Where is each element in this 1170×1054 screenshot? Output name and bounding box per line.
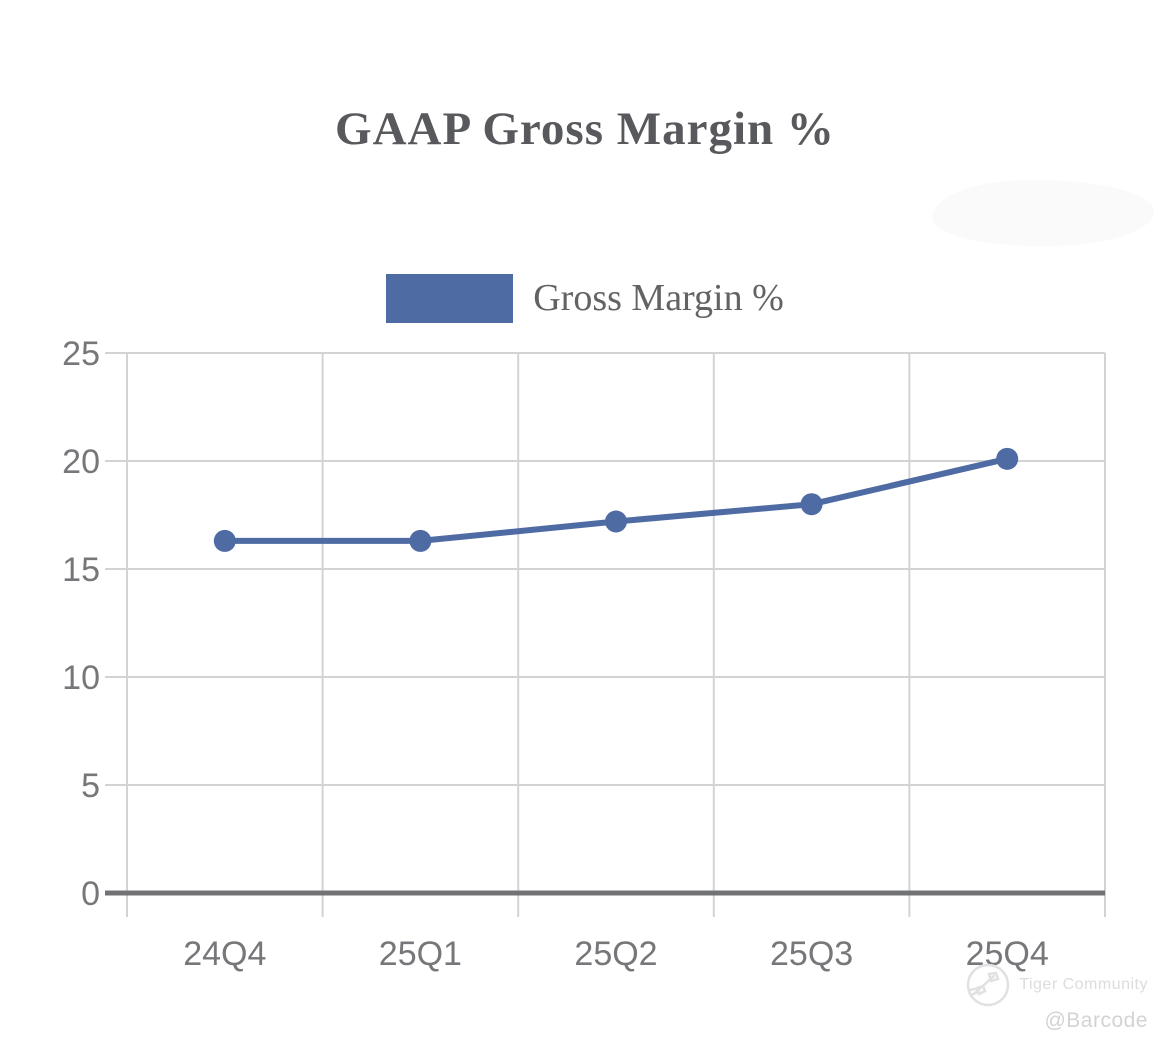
tiger-logo-icon — [967, 963, 1010, 1007]
y-tick-label: 15 — [62, 551, 100, 589]
y-tick-label: 5 — [81, 767, 100, 805]
data-point[interactable] — [409, 529, 432, 552]
y-tick-label: 10 — [62, 659, 100, 697]
watermark-brand: Tiger Community — [1019, 976, 1148, 993]
y-tick-label: 20 — [62, 443, 100, 481]
data-point[interactable] — [213, 529, 236, 552]
legend-label[interactable]: Gross Margin % — [533, 277, 784, 319]
data-point[interactable] — [996, 447, 1019, 470]
faint-watermark-smudge — [932, 180, 1154, 246]
series-layer — [213, 447, 1019, 552]
watermark: Tiger Community @Barcode — [918, 962, 1148, 1033]
x-tick-label: 25Q1 — [379, 935, 462, 973]
legend[interactable]: Gross Margin % — [0, 274, 1170, 323]
chart-title: GAAP Gross Margin % — [335, 103, 835, 155]
y-tick-label: 25 — [62, 335, 100, 373]
y-tick-label: 0 — [81, 875, 100, 913]
data-point[interactable] — [800, 493, 823, 516]
watermark-handle: @Barcode — [1044, 1009, 1148, 1032]
x-tick-label: 24Q4 — [183, 935, 266, 973]
legend-swatch[interactable] — [386, 274, 514, 323]
x-tick-label: 25Q2 — [574, 935, 657, 973]
x-tick-label: 25Q3 — [770, 935, 853, 973]
gridlines — [105, 352, 1106, 917]
data-point[interactable] — [605, 510, 627, 533]
